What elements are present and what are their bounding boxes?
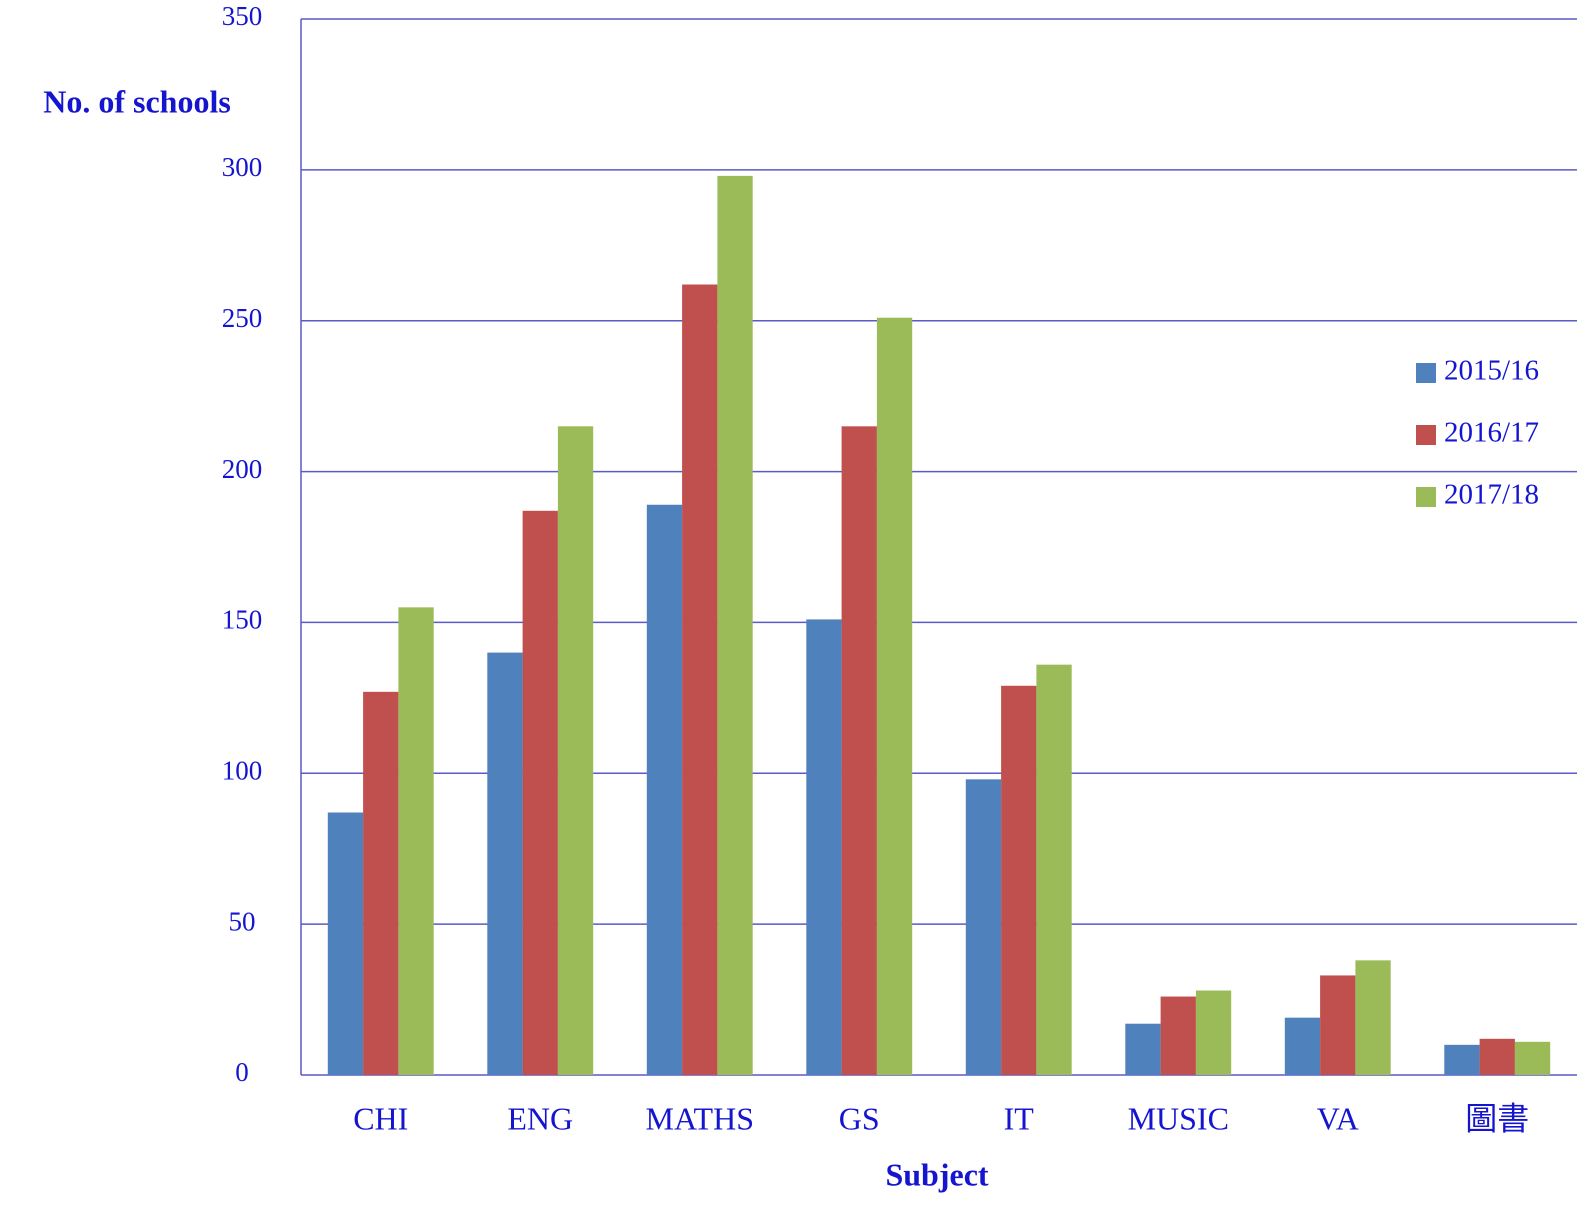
bar [1479, 1038, 1515, 1075]
y-tick-label: 300 [222, 152, 263, 182]
bar [363, 691, 399, 1075]
legend-swatch [1416, 363, 1436, 383]
y-tick-label: 150 [222, 605, 263, 635]
bar [1355, 960, 1391, 1075]
bar [1001, 685, 1037, 1075]
x-tick-label: GS [839, 1100, 880, 1136]
legend-label: 2015/16 [1444, 355, 1539, 387]
y-axis-title: No. of schools [43, 83, 231, 119]
legend-swatch [1416, 487, 1436, 507]
y-tick-label: 350 [222, 1, 263, 31]
bar [682, 284, 718, 1076]
y-tick-label: 50 [229, 906, 256, 936]
y-tick-label: 200 [222, 454, 263, 484]
bar [398, 607, 434, 1075]
bar [841, 426, 877, 1075]
bar [1284, 1017, 1321, 1075]
bar [876, 317, 913, 1075]
x-tick-label: MUSIC [1128, 1100, 1229, 1136]
bar [1125, 1023, 1161, 1075]
bar [1444, 1044, 1480, 1075]
x-tick-label: VA [1317, 1100, 1359, 1136]
bar [1514, 1041, 1551, 1075]
x-tick-label: ENG [507, 1100, 573, 1136]
bar [487, 652, 523, 1075]
legend-swatch [1416, 425, 1436, 445]
bar [1160, 996, 1196, 1075]
x-tick-label: IT [1004, 1100, 1035, 1136]
bar [1320, 975, 1356, 1075]
bar [557, 426, 594, 1075]
bar [646, 504, 683, 1075]
x-axis-title: Subject [885, 1156, 988, 1192]
y-tick-label: 250 [222, 303, 263, 333]
bar [1036, 664, 1072, 1075]
legend-label: 2016/17 [1444, 417, 1539, 449]
bar [1195, 990, 1232, 1075]
x-tick-label: 圖書 [1465, 1100, 1529, 1136]
x-tick-label: MATHS [646, 1100, 754, 1136]
legend-label: 2017/18 [1444, 479, 1539, 511]
bar [965, 779, 1002, 1075]
bar [522, 510, 558, 1075]
bar [327, 812, 364, 1075]
y-tick-label: 100 [222, 755, 263, 785]
x-tick-label: CHI [353, 1100, 408, 1136]
bar [806, 619, 842, 1075]
y-tick-label: 0 [235, 1057, 249, 1087]
bar [717, 175, 753, 1076]
